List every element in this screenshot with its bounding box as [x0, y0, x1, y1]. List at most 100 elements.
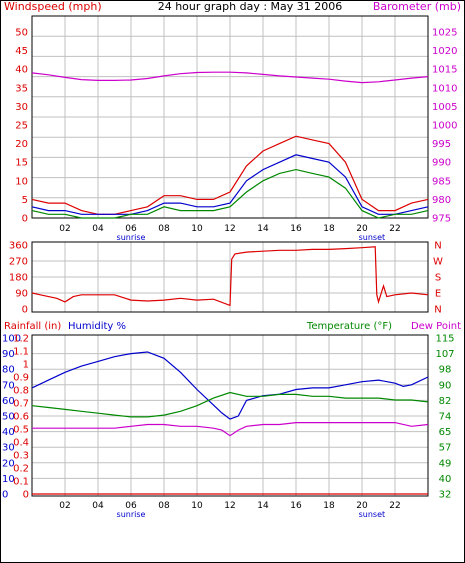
- sunrise-label: sunrise: [117, 233, 146, 242]
- rainfall-tick-label: 0.7: [13, 399, 29, 410]
- rainfall-tick-label: 0.3: [13, 451, 29, 462]
- x-tick-label: 14: [257, 224, 269, 234]
- windspeed-axis-title: Windspeed (mph): [4, 0, 102, 13]
- humidity-tick-label: 100: [2, 334, 21, 345]
- series-line-dew-point: [32, 422, 429, 437]
- series-line-wind-direction: [31, 246, 429, 307]
- rainfall-tick-label: 1.1: [13, 347, 29, 358]
- chart-title: 24 hour graph day : May 31 2006: [158, 0, 343, 13]
- x-tick-label: 20: [356, 224, 368, 234]
- barometer-tick-label: 975: [432, 214, 451, 225]
- humidity-axis-title: Humidity %: [68, 321, 126, 332]
- windspeed-tick-label: 35: [15, 83, 28, 94]
- humidity-tick-label: 50: [2, 412, 15, 423]
- sunset-label: sunset: [359, 510, 386, 519]
- x-tick-label: 10: [191, 224, 203, 234]
- windspeed-tick-label: 15: [15, 158, 28, 169]
- direction-degree-ticks: 360 270 180 90 0: [9, 241, 28, 316]
- barometer-tick-label: 1025: [432, 28, 457, 39]
- rainfall-axis-title: Rainfall (in): [4, 321, 61, 332]
- x-tick-label: 08: [158, 501, 170, 511]
- humidity-tick-label: 90: [2, 349, 15, 360]
- temperature-panel-grid: [32, 335, 428, 496]
- barometer-tick-label: 1000: [432, 121, 457, 132]
- wind-panel-grid: [32, 16, 428, 218]
- rainfall-tick-label: 0.8: [13, 386, 29, 397]
- humidity-tick-label: 80: [2, 365, 15, 376]
- temperature-tick-label: 90: [439, 380, 452, 391]
- x-tick-label: 20: [356, 501, 368, 511]
- humidity-tick-label: 60: [2, 396, 15, 407]
- x-tick-label: 22: [389, 501, 400, 511]
- humidity-tick-label: 70: [2, 380, 15, 391]
- barometer-ticks: 1025 1020 1015 1010 1005 1000 995 990 985 980 975: [432, 28, 457, 225]
- temperature-tick-label: 115: [435, 334, 454, 345]
- compass-tick-label: N: [434, 241, 441, 252]
- windspeed-tick-label: 0: [22, 214, 28, 225]
- barometer-tick-label: 1015: [432, 65, 457, 76]
- rainfall-tick-label: 0.6: [13, 412, 29, 423]
- barometer-tick-label: 1005: [432, 102, 457, 113]
- sunrise-label: sunrise: [117, 510, 146, 519]
- x-tick-label: 12: [224, 501, 235, 511]
- windspeed-tick-label: 5: [22, 195, 28, 206]
- barometer-tick-label: 1020: [432, 46, 457, 57]
- temperature-tick-label: 82: [439, 396, 452, 407]
- temperature-tick-label: 32: [439, 490, 452, 501]
- rainfall-tick-label: 0.2: [13, 464, 29, 475]
- humidity-tick-label: 30: [2, 443, 15, 454]
- temperature-tick-label: 107: [435, 349, 454, 360]
- barometer-tick-label: 1010: [432, 83, 457, 94]
- wind-panel-x-ticks: 02 04 06 08 10 12 14 16 18 20 22: [59, 224, 400, 234]
- temperature-tick-label: 98: [439, 365, 452, 376]
- direction-panel-frame: [31, 241, 429, 313]
- series-line-wind-speed: [31, 168, 429, 219]
- direction-panel-series: [31, 246, 429, 307]
- windspeed-tick-label: 50: [15, 28, 28, 39]
- x-tick-label: 22: [389, 224, 400, 234]
- wind-panel-series: [31, 71, 429, 219]
- direction-tick-label: 180: [9, 273, 28, 284]
- x-tick-label: 16: [290, 501, 302, 511]
- x-tick-label: 12: [224, 224, 235, 234]
- series-line-humidity: [31, 351, 429, 420]
- temperature-ticks: 115 107 98 90 82 74 65 57 49 40 32: [435, 334, 454, 501]
- rainfall-ticks: 1.2 1.1 1 0.9 0.8 0.7 0.6 0.5 0.4 0.3 0.2 0.1 0: [13, 334, 29, 501]
- wind-panel-frame: [31, 15, 429, 219]
- barometer-tick-label: 980: [432, 195, 451, 206]
- x-tick-label: 10: [191, 501, 203, 511]
- rainfall-tick-label: 0.4: [13, 438, 29, 449]
- barometer-tick-label: 985: [432, 176, 451, 187]
- rainfall-tick-label: 0.9: [13, 373, 29, 384]
- direction-tick-label: 90: [15, 289, 28, 300]
- humidity-tick-label: 40: [2, 427, 15, 438]
- rainfall-tick-label: 1: [23, 360, 29, 371]
- temperature-panel-series: [31, 351, 429, 495]
- humidity-tick-label: 20: [2, 458, 15, 469]
- rainfall-tick-label: 1.2: [13, 334, 29, 345]
- temperature-panel-x-ticks: 02 04 06 08 10 12 14 16 18 20 22: [59, 501, 400, 511]
- temperature-tick-label: 74: [439, 412, 452, 423]
- humidity-tick-label: 0: [2, 490, 8, 501]
- humidity-tick-label: 10: [2, 474, 15, 485]
- x-tick-label: 02: [59, 501, 70, 511]
- x-tick-label: 08: [158, 224, 170, 234]
- temperature-panel-frame: [31, 334, 429, 497]
- temperature-tick-label: 57: [439, 443, 452, 454]
- compass-tick-label: N: [434, 305, 441, 316]
- x-tick-label: 18: [323, 224, 335, 234]
- windspeed-tick-label: 10: [15, 176, 28, 187]
- direction-tick-label: 0: [22, 305, 28, 316]
- barometer-tick-label: 995: [432, 139, 451, 150]
- x-tick-label: 14: [257, 501, 269, 511]
- windspeed-tick-label: 40: [15, 65, 28, 76]
- barometer-tick-label: 990: [432, 158, 451, 169]
- series-line-temperature: [31, 391, 429, 418]
- compass-tick-label: S: [435, 273, 441, 284]
- x-tick-label: 04: [92, 501, 104, 511]
- compass-tick-label: E: [435, 289, 441, 300]
